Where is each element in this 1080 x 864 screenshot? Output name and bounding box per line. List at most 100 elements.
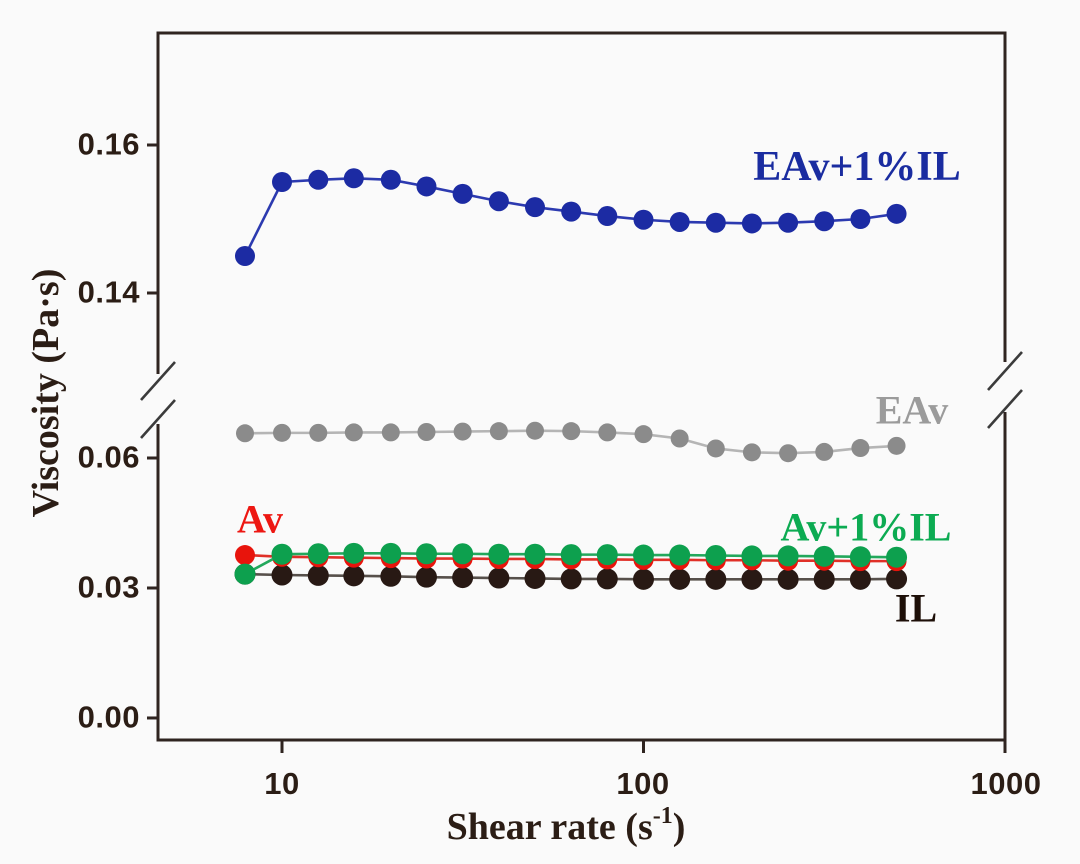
series-point-EAv [417,423,436,442]
x-tick-label-1000: 1000 [970,766,1042,801]
series-point-EAv+1%IL [488,191,509,212]
series-point-EAv [309,423,328,442]
series-point-EAv [815,442,834,461]
x-axis-title-text: Shear rate (s [446,806,653,848]
series-point-IL [415,566,437,588]
series-point-Av+1%IL [415,543,437,565]
series-point-EAv+1%IL [814,211,835,232]
series-point-EAv [598,423,617,442]
series-point-Av+1%IL [488,543,510,565]
series-point-EAv [453,422,472,441]
series-point-Av+1%IL [813,545,835,567]
y-tick-label-0.16: 0.16 [77,126,140,162]
series-point-Av+1%IL [380,542,402,564]
series-point-EAv [851,439,870,458]
series-point-EAv+1%IL [272,172,292,192]
series-point-EAv+1%IL [850,209,871,229]
series-point-IL [380,565,402,587]
series-point-Av+1%IL [741,545,763,567]
series-point-EAv+1%IL [741,213,762,234]
axis-break-mark [140,399,176,439]
series-point-IL [669,568,691,590]
series-point-EAv [887,436,906,455]
series-point-EAv+1%IL [778,212,799,233]
series-point-EAv+1%IL [416,176,437,197]
series-label-av: Av [237,496,283,542]
series-point-EAv [344,423,363,442]
series-point-EAv+1%IL [343,168,364,189]
x-tick-label-10: 10 [264,766,300,801]
series-point-EAv+1%IL [452,183,473,204]
series-point-EAv [525,421,544,440]
series-point-Av+1%IL [307,543,329,565]
series-point-EAv+1%IL [308,169,329,190]
series-label-av-1pct-il: Av+1%IL [780,504,952,550]
series-point-IL [849,568,871,590]
series-point-Av+1%IL [560,544,582,566]
y-tick-label-0.06: 0.06 [77,439,140,475]
series-point-IL [343,565,365,587]
series-point-EAv+1%IL [234,246,255,266]
series-point-EAv+1%IL [633,209,654,230]
x-axis-title: Shear rate (s-1) [446,803,686,849]
x-axis-title-superscript: -1 [652,803,673,830]
y-axis-break-gap-left [152,374,164,424]
series-point-Av+1%IL [524,543,546,565]
series-point-Av+1%IL [849,546,871,568]
series-point-EAv [670,429,689,448]
series-label-eav-1pct-il: EAv+1%IL [753,144,961,190]
series-point-Av+1%IL [452,543,474,565]
series-point-IL [596,568,618,590]
series-point-IL [633,568,654,590]
x-axis-title-close-paren: ) [672,806,686,848]
series-point-EAv [235,424,254,443]
series-point-IL [307,564,329,586]
series-point-Av+1%IL [596,544,618,566]
series-point-EAv+1%IL [524,197,545,218]
series-point-EAv [779,444,798,463]
series-point-Av+1%IL [271,543,293,565]
series-point-IL [524,567,546,589]
series-point-Av+1%IL [343,542,365,564]
series-point-EAv [381,423,400,442]
series-point-EAv+1%IL [886,203,907,224]
series-point-IL [452,567,474,589]
series-point-EAv+1%IL [380,169,401,190]
series-point-IL [886,568,908,590]
series-point-EAv [273,423,291,442]
y-axis-title: Viscosity (Pa·s) [25,268,67,518]
y-tick-label-0.00: 0.00 [77,699,140,735]
series-point-IL [271,564,293,586]
x-tick-label-100: 100 [616,766,670,801]
series-point-Av+1%IL [633,544,654,566]
series-point-IL [741,568,763,590]
y-tick-label-0.14: 0.14 [77,274,140,310]
series-label-eav: EAv [875,387,949,433]
series-point-Av+1%IL [777,545,799,567]
series-point-IL [488,567,510,589]
series-point-Av+1%IL [886,546,908,568]
series-point-EAv+1%IL [669,211,690,232]
series-point-IL [777,568,799,590]
axis-break-mark [987,351,1023,391]
series-point-EAv+1%IL [561,201,582,222]
series-point-Av+1%IL [705,544,727,566]
series-point-Av+1%IL [669,544,691,566]
series-label-il: IL [894,585,938,631]
series-point-EAv [742,443,761,462]
series-point-IL [560,568,582,590]
axis-break-mark [140,361,176,401]
series-point-IL [705,568,727,590]
series-point-EAv [634,425,653,444]
y-tick-label-0.03: 0.03 [77,569,140,605]
axis-break-mark [987,389,1023,429]
series-point-EAv [706,439,725,458]
series-point-IL [813,568,835,590]
series-point-EAv [562,422,581,441]
series-point-Av+1%IL [234,563,256,585]
series-point-EAv+1%IL [705,212,726,233]
series-point-EAv+1%IL [597,206,618,227]
series-point-EAv [489,422,508,441]
